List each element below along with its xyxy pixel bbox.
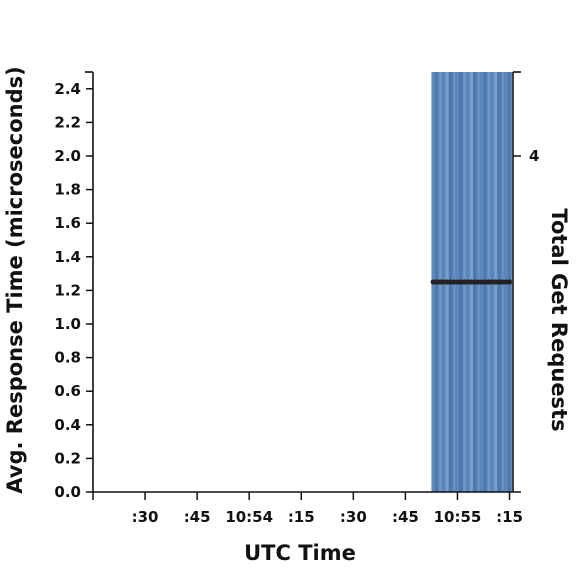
y-tick-label: 1.0 — [54, 315, 81, 333]
x-axis-title: UTC Time — [244, 541, 356, 565]
response-time-line — [430, 279, 513, 285]
x-tick-label: 10:55 — [434, 508, 482, 526]
x-tick-label: :45 — [392, 508, 419, 526]
x-tick-label: :15 — [496, 508, 523, 526]
y-tick-label: 0.0 — [54, 483, 81, 501]
y-tick-label: 0.8 — [54, 349, 81, 367]
y2-tick-label: 4 — [529, 147, 539, 165]
y-tick-label: 1.8 — [54, 181, 81, 199]
response-time-point — [506, 279, 513, 285]
y-tick-label: 2.0 — [54, 147, 81, 165]
y-tick-label: 0.4 — [54, 416, 81, 434]
x-axis-ticks: :30 :45 10:54 :15 :30 :45 10:55 :15 — [92, 492, 523, 526]
y-tick-label: 1.4 — [54, 248, 81, 266]
y-tick-label: 0.2 — [54, 449, 81, 467]
x-tick-label: :30 — [340, 508, 367, 526]
x-tick-label: :30 — [132, 508, 159, 526]
y-axis-ticks: 0.0 0.2 0.4 0.6 0.8 1.0 1.2 1.4 1.6 1.8 2.0 2.2 2.4 — [54, 80, 93, 501]
x-tick-label: :15 — [288, 508, 315, 526]
x-tick-label: 10:54 — [225, 508, 273, 526]
x-tick-label: :45 — [184, 508, 211, 526]
y-tick-label: 1.6 — [54, 214, 81, 232]
axes — [85, 71, 521, 493]
y2-axis-ticks: 4 — [513, 147, 539, 165]
y2-axis-title: Total Get Requests — [547, 208, 571, 431]
y-axis-title: Avg. Response Time (microseconds) — [3, 66, 27, 493]
y-tick-label: 2.4 — [54, 80, 81, 98]
y-tick-label: 2.2 — [54, 113, 81, 131]
y-tick-label: 1.2 — [54, 281, 81, 299]
y-tick-label: 0.6 — [54, 382, 81, 400]
